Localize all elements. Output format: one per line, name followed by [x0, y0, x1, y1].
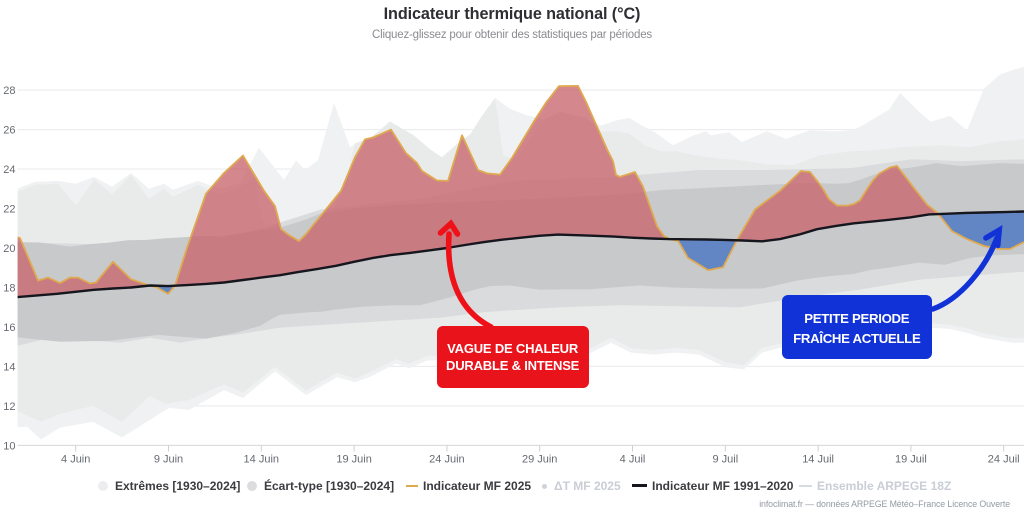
svg-text:4 Juil: 4 Juil: [620, 454, 646, 466]
svg-text:22: 22: [3, 204, 15, 216]
svg-text:18: 18: [3, 283, 15, 295]
svg-text:19 Juin: 19 Juin: [336, 454, 371, 466]
svg-text:4 Juin: 4 Juin: [61, 454, 90, 466]
svg-text:28: 28: [3, 85, 15, 97]
svg-text:29 Juin: 29 Juin: [522, 454, 557, 466]
svg-text:12: 12: [3, 401, 15, 413]
svg-text:14: 14: [3, 361, 15, 373]
svg-text:20: 20: [3, 243, 15, 255]
svg-text:26: 26: [3, 125, 15, 137]
svg-text:14 Juil: 14 Juil: [802, 454, 834, 466]
svg-text:9 Juin: 9 Juin: [154, 454, 183, 466]
svg-text:24 Juin: 24 Juin: [429, 454, 464, 466]
svg-text:9 Juil: 9 Juil: [712, 454, 738, 466]
svg-text:16: 16: [3, 322, 15, 334]
svg-text:24: 24: [3, 164, 15, 176]
svg-text:10: 10: [3, 440, 15, 452]
svg-text:24 Juil: 24 Juil: [988, 454, 1020, 466]
svg-text:19 Juil: 19 Juil: [895, 454, 927, 466]
svg-text:14 Juin: 14 Juin: [244, 454, 279, 466]
